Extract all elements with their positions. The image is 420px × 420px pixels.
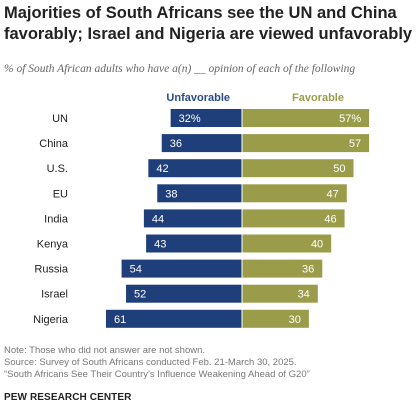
footnote: Note: Those who did not answer are not s…: [4, 345, 206, 356]
bar-unfavorable-india: [143, 209, 242, 228]
bar-favorable-eu: [242, 184, 347, 203]
category-label-nigeria: Nigeria: [33, 314, 69, 326]
bar-favorable-china: [242, 134, 370, 153]
diverging-bar-chart: Unfavorable Favorable UN 32% 57% China 36 57 U.S…: [33, 92, 370, 328]
value-favorable-russia: 36: [302, 264, 314, 276]
legend-unfavorable: Unfavorable: [166, 92, 230, 104]
chart-title: Majorities of South Africans see the UN …: [4, 4, 413, 43]
category-label-israel: Israel: [41, 289, 68, 301]
bar-favorable-india: [242, 209, 345, 228]
category-label-russia: Russia: [34, 264, 69, 276]
category-label-eu: EU: [53, 188, 68, 200]
bar-unfavorable-us: [148, 159, 242, 178]
value-unfavorable-india: 44: [152, 213, 164, 225]
value-unfavorable-kenya: 43: [154, 239, 166, 251]
value-unfavorable-un: 32%: [179, 113, 201, 125]
bar-favorable-israel: [242, 284, 318, 303]
bar-favorable-russia: [242, 259, 323, 278]
bar-favorable-us: [242, 159, 354, 178]
category-label-un: UN: [52, 113, 68, 125]
value-unfavorable-nigeria: 61: [114, 314, 126, 326]
bar-unfavorable-kenya: [146, 234, 242, 253]
chart-subtitle: % of South African adults who have a(n) …: [4, 63, 356, 75]
category-label-us: U.S.: [47, 163, 68, 175]
bar-unfavorable-un: [170, 109, 242, 127]
value-unfavorable-china: 36: [170, 138, 182, 150]
value-unfavorable-eu: 38: [165, 188, 177, 200]
value-favorable-un: 57%: [339, 113, 361, 125]
category-label-china: China: [39, 138, 69, 150]
source-note: Source: Survey of South Africans conduct…: [4, 357, 297, 368]
bar-unfavorable-israel: [126, 284, 242, 303]
bar-unfavorable-china: [161, 134, 242, 153]
value-favorable-kenya: 40: [311, 239, 323, 251]
bar-unfavorable-nigeria: [105, 309, 242, 328]
value-favorable-china: 57: [349, 138, 361, 150]
value-favorable-us: 50: [333, 163, 345, 175]
value-unfavorable-us: 42: [156, 163, 168, 175]
value-unfavorable-israel: 52: [134, 289, 146, 301]
value-favorable-india: 46: [324, 213, 336, 225]
bar-favorable-nigeria: [242, 309, 309, 328]
bar-favorable-un: [242, 109, 370, 127]
report-title: “South Africans See Their Country’s Infl…: [4, 369, 310, 380]
value-unfavorable-russia: 54: [130, 264, 142, 276]
legend-favorable: Favorable: [292, 92, 344, 104]
category-label-india: India: [44, 213, 69, 225]
value-favorable-eu: 47: [327, 188, 339, 200]
value-favorable-israel: 34: [298, 289, 310, 301]
value-favorable-nigeria: 30: [289, 314, 301, 326]
category-label-kenya: Kenya: [37, 239, 69, 251]
pew-research-center-logo: PEW RESEARCH CENTER: [4, 392, 132, 403]
bar-unfavorable-eu: [157, 184, 242, 203]
bar-unfavorable-russia: [121, 259, 242, 278]
bar-favorable-kenya: [242, 234, 332, 253]
